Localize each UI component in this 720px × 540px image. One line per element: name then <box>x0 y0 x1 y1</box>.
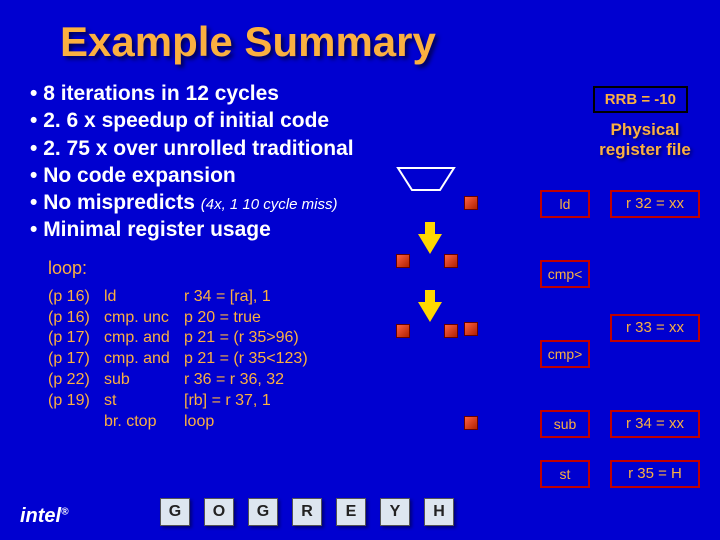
code-line: (p 22)subr 36 = r 36, 32 <box>48 370 720 391</box>
op-cell: sub <box>540 410 590 438</box>
op-cell: st <box>540 460 590 488</box>
letter-box: R <box>292 498 322 526</box>
arrow-down-icon <box>418 234 442 254</box>
letter-box: O <box>204 498 234 526</box>
bottom-row: GOGREYH <box>160 498 454 526</box>
letter-box: E <box>336 498 366 526</box>
bullet-item: • Minimal register usage <box>30 216 720 243</box>
rrb-box: RRB = -10 <box>593 86 688 113</box>
reg-cell: r 33 = xx <box>610 314 700 342</box>
op-cell: cmp> <box>540 340 590 368</box>
letter-box: H <box>424 498 454 526</box>
arrow-down-icon <box>418 302 442 322</box>
red-square-icon <box>464 322 478 336</box>
red-square-icon <box>444 324 458 338</box>
red-square-icon <box>464 416 478 430</box>
op-cell: cmp< <box>540 260 590 288</box>
reg-cell: r 35 = H <box>610 460 700 488</box>
red-square-icon <box>396 254 410 268</box>
code-line: (p 16)ldr 34 = [ra], 1 <box>48 287 720 308</box>
letter-box: Y <box>380 498 410 526</box>
funnel-icon <box>396 166 456 192</box>
red-square-icon <box>396 324 410 338</box>
reg-cell: r 34 = xx <box>610 410 700 438</box>
reg-cell: r 32 = xx <box>610 190 700 218</box>
phys-label: Physical register file <box>590 120 700 160</box>
bullet-item: • No code expansion <box>30 162 720 189</box>
letter-box: G <box>248 498 278 526</box>
code-line: (p 19)st[rb] = r 37, 1 <box>48 391 720 412</box>
op-cell: ld <box>540 190 590 218</box>
letter-box: G <box>160 498 190 526</box>
code-line: (p 17)cmp. andp 21 = (r 35<123) <box>48 349 720 370</box>
red-square-icon <box>464 196 478 210</box>
loop-label: loop: <box>0 244 720 279</box>
red-square-icon <box>444 254 458 268</box>
slide-title: Example Summary <box>0 0 720 66</box>
intel-logo: intel® <box>20 505 69 528</box>
